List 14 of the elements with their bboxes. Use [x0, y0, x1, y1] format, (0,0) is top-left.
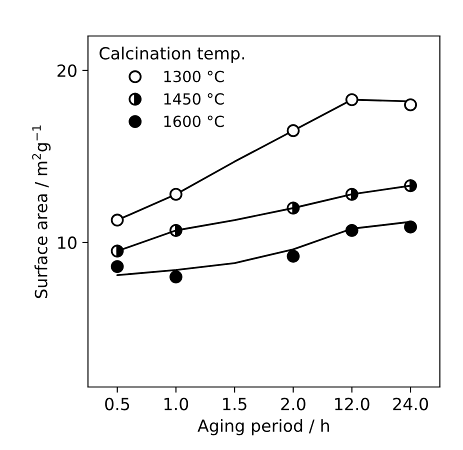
y-tick-label: 10: [58, 236, 76, 250]
x-tick-label: 1.0: [164, 398, 188, 410]
x-tick-label: 12.0: [335, 398, 370, 410]
legend-title: Calcination temp.: [100, 46, 244, 63]
legend-label: 1600 °C: [164, 116, 224, 128]
y-tick-label: 20: [58, 64, 76, 77]
legend-label: 1300 °C: [164, 70, 224, 82]
legend-label: 1450 °C: [164, 93, 224, 105]
x-tick-label: 0.5: [105, 398, 130, 410]
x-axis-title: Aging period / h: [198, 419, 329, 436]
y-axis-title: Surface area / m$^{2}$g$^{−1}$: [32, 126, 51, 298]
x-tick-label: 2.0: [281, 398, 306, 410]
x-tick-label: 1.5: [223, 398, 246, 410]
x-tick-label: 24.0: [393, 398, 428, 410]
